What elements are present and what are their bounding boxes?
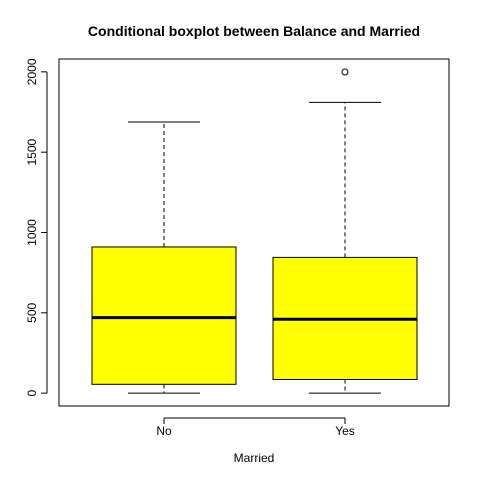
- x-axis-label: Married: [234, 451, 275, 465]
- box-no: [91, 121, 237, 394]
- chart-title: Conditional boxplot between Balance and …: [88, 23, 420, 39]
- y-tick-label: 1500: [25, 139, 39, 166]
- y-tick-label: 1000: [25, 219, 39, 246]
- y-axis: 0 500 1000 1500 2000: [25, 58, 48, 396]
- boxes-layer: [91, 68, 418, 394]
- y-tick-label: 500: [25, 302, 39, 322]
- x-tick-label: No: [156, 424, 172, 438]
- outlier-point: [341, 68, 349, 76]
- y-tick-label: 2000: [25, 58, 39, 85]
- box-yes: [272, 68, 418, 394]
- iqr-box: [91, 246, 237, 385]
- y-tick-label: 0: [25, 389, 39, 396]
- x-tick-label: Yes: [335, 424, 355, 438]
- x-axis: No Yes: [156, 417, 355, 438]
- plot-frame: [58, 58, 450, 407]
